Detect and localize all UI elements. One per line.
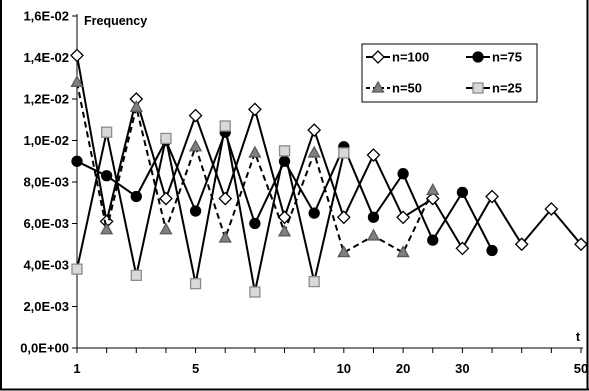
point-n50-t2: [100, 222, 114, 235]
point-n100-t15: [366, 148, 381, 162]
point-n75-t1: [71, 155, 83, 167]
point-n100-t35: [485, 189, 499, 204]
legend-label-n25: n=25: [492, 81, 522, 96]
series-line-n100: [76, 55, 582, 251]
point-n100-t10: [336, 210, 351, 225]
point-n50-t3: [129, 99, 143, 112]
point-n25-t4: [160, 132, 172, 145]
legend-marker-n25: [472, 82, 484, 94]
x-tick-label: 20: [396, 361, 410, 376]
point-n50-t20: [396, 245, 410, 258]
x-axis-label: t: [576, 330, 581, 344]
point-n100-t1: [70, 48, 84, 63]
x-tick-label: 5: [192, 361, 199, 376]
point-n50-t10: [337, 245, 351, 258]
x-tick-label: 30: [455, 361, 469, 376]
point-n25-t3: [130, 269, 142, 282]
point-n50-t25: [426, 182, 440, 195]
point-n50-t8: [277, 224, 292, 237]
point-n100-t20: [396, 210, 411, 225]
point-n75-t15: [367, 211, 380, 223]
point-n100-t8: [277, 210, 292, 225]
point-n75-t2: [100, 170, 113, 182]
legend-label-n75: n=75: [492, 50, 522, 65]
point-n25-t1: [71, 263, 83, 275]
point-n75-t25: [427, 234, 439, 246]
point-n50-t5: [188, 139, 203, 152]
point-n75-t30: [456, 186, 469, 199]
point-n100-t25: [425, 191, 440, 206]
point-n75-t35: [486, 244, 498, 257]
point-n100-t6: [218, 191, 233, 206]
axes: 0,0E+00 2,0E-03 4,0E-03 6,0E-03 8,0E-03 1,0E-…: [20, 9, 588, 377]
point-n25-t8: [278, 145, 291, 157]
point-n75-t9: [308, 207, 320, 219]
point-n75-t7: [249, 217, 261, 230]
legend-marker-n100: [371, 50, 385, 64]
point-n75-t20: [397, 168, 409, 180]
legend-marker-n50: [371, 80, 385, 93]
legend-marker-n75: [472, 51, 484, 63]
point-n100-t30: [455, 241, 470, 256]
point-n50-t9: [307, 145, 321, 158]
y-tick-label: 6,0E-03: [23, 216, 69, 231]
point-n100-t40: [514, 237, 529, 252]
legend-label-n100: n=100: [392, 50, 429, 65]
point-n25-t10: [338, 147, 350, 159]
y-tick-label: 1,2E-02: [23, 92, 69, 107]
y-axis-label: Frequency: [84, 14, 147, 28]
y-tick-label: 0,0E+00: [20, 341, 69, 356]
point-n50-t7: [248, 145, 262, 158]
legend-box: [361, 43, 538, 103]
point-n100-t4: [159, 191, 173, 206]
x-tick-label: 1: [73, 361, 80, 376]
series-n25: [71, 120, 350, 298]
point-n25-t5: [189, 278, 202, 290]
legend: n=100 n=75 n=50 n=25: [361, 43, 538, 103]
y-tick-label: 1,4E-02: [23, 50, 69, 65]
x-tick-label: 50: [574, 361, 588, 376]
point-n25-t2: [100, 126, 113, 138]
point-n100-t5: [188, 108, 203, 123]
series-group: [70, 48, 588, 298]
point-n100-t9: [307, 123, 322, 138]
point-n50-t4: [159, 222, 173, 235]
point-n25-t6: [219, 120, 231, 132]
y-tick-label: 2,0E-03: [23, 299, 69, 314]
y-tick-label: 8,0E-03: [23, 175, 69, 190]
point-n100-t7: [247, 102, 262, 117]
point-n75-t5: [189, 205, 202, 217]
series-n75: [71, 126, 498, 257]
point-n100-t45: [544, 202, 559, 216]
point-n25-t9: [308, 275, 320, 288]
x-tick-label: 10: [337, 361, 351, 376]
y-tick-label: 1,0E-02: [23, 133, 69, 148]
y-tick-label: 4,0E-03: [23, 258, 69, 273]
point-n50-t6: [218, 230, 232, 243]
series-n50: [70, 75, 440, 258]
point-n50-t15: [366, 228, 381, 241]
point-n75-t3: [130, 190, 142, 203]
legend-label-n50: n=50: [392, 81, 422, 96]
series-line-n25: [76, 125, 345, 293]
point-n25-t7: [249, 286, 261, 298]
point-n50-t1: [70, 75, 84, 88]
y-tick-label: 1,6E-02: [23, 9, 69, 24]
point-n100-t50: [574, 237, 588, 252]
